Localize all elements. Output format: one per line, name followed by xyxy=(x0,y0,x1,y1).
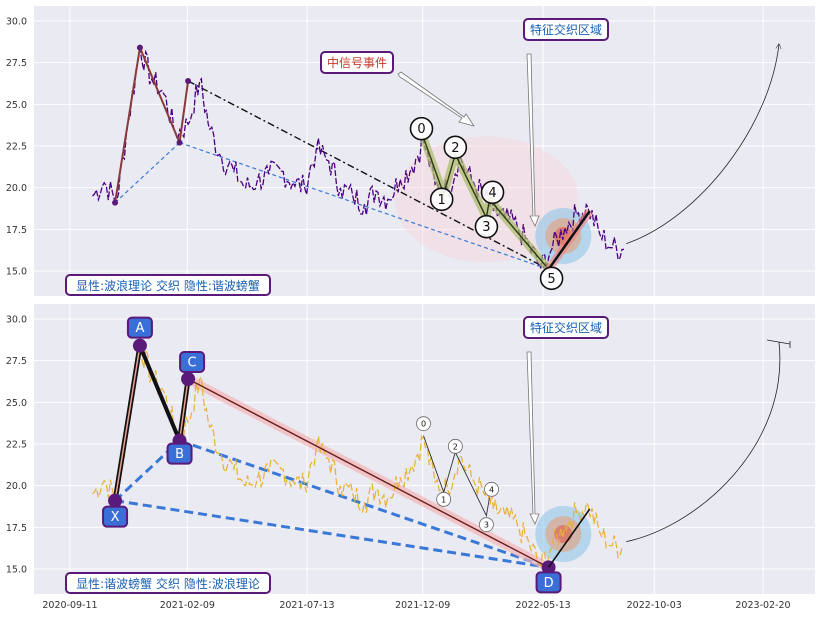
pattern-leg-cd xyxy=(187,378,549,568)
wave-label-circle xyxy=(479,517,494,533)
y-tick-label: 30.0 xyxy=(6,17,27,28)
wave-label-circle xyxy=(480,180,505,205)
pattern-label-box xyxy=(535,571,562,594)
pattern-label: B xyxy=(175,447,184,462)
x-tick-label: 2022-10-03 xyxy=(627,600,682,611)
forecast-leg xyxy=(547,210,591,271)
wave-label-circle xyxy=(539,266,564,291)
zone-arrow xyxy=(526,351,540,525)
wave-label: 0 xyxy=(421,420,426,429)
y-tick-label: 17.5 xyxy=(6,225,27,236)
zone-label: 特征交织区域 xyxy=(530,22,602,37)
projection-bracket xyxy=(766,339,791,348)
pattern-leg xyxy=(114,47,141,203)
y-tick-label: 30.0 xyxy=(6,315,27,326)
corner-label: 显性:波浪理论 交织 隐性:谐波螃蟹 xyxy=(76,278,260,293)
y-tick-label: 25.0 xyxy=(6,398,27,409)
wave-label: 3 xyxy=(484,521,489,530)
y-tick-label: 25.0 xyxy=(6,100,27,111)
y-tick-label: 22.5 xyxy=(6,440,27,451)
wave-label-circle xyxy=(484,481,499,497)
corner-label-box xyxy=(65,274,271,296)
pattern-leg-core xyxy=(114,345,141,501)
pattern-label: D xyxy=(544,576,554,591)
pattern-bd-line xyxy=(179,142,549,270)
wave-label-circle xyxy=(429,187,454,212)
forecast-leg xyxy=(547,508,591,568)
wave-label: 4 xyxy=(489,485,494,494)
wave-label-circle xyxy=(474,214,499,239)
pattern-point xyxy=(108,493,123,508)
pattern-leg-core xyxy=(178,378,189,441)
price-line xyxy=(92,345,624,568)
pattern-label: X xyxy=(111,510,120,525)
wave-label: 1 xyxy=(441,495,446,504)
y-tick-label: 27.5 xyxy=(6,356,27,367)
zone-arrow xyxy=(526,53,540,227)
pattern-leg xyxy=(138,47,181,144)
pattern-label: A xyxy=(135,321,144,336)
x-tick-label: 2021-12-09 xyxy=(395,600,450,611)
projection-arrow xyxy=(626,44,779,245)
signal-label: 中信号事件 xyxy=(327,55,387,70)
pattern-xd-line xyxy=(114,499,549,569)
pattern-point xyxy=(136,44,143,51)
signal-label-box xyxy=(320,51,394,74)
zone-label-box xyxy=(523,18,609,41)
y-tick-label: 17.5 xyxy=(6,523,27,534)
x-tick-label: 2020-09-11 xyxy=(42,600,97,611)
y-tick-label: 22.5 xyxy=(6,142,27,153)
y-tick-label: 15.0 xyxy=(6,565,27,576)
wave-label: 5 xyxy=(547,272,555,287)
x-tick-label: 2021-02-09 xyxy=(160,600,215,611)
pattern-bd-line xyxy=(179,439,550,569)
zone-label-box xyxy=(523,316,609,339)
wave-label-circle xyxy=(436,491,452,507)
pattern-point xyxy=(176,139,183,146)
pattern-label-box xyxy=(102,505,129,528)
y-tick-label: 27.5 xyxy=(6,58,27,69)
pattern-label-box xyxy=(166,442,193,465)
y-tick-label: 20.0 xyxy=(6,481,27,492)
wave-label: 1 xyxy=(438,193,446,208)
wave-label: 0 xyxy=(417,122,425,137)
corner-label-box xyxy=(65,572,271,594)
x-tick-label: 2021-07-13 xyxy=(279,600,334,611)
y-tick-label: 20.0 xyxy=(6,183,27,194)
wave-label: 2 xyxy=(451,141,459,156)
x-tick-label: 2023-02-20 xyxy=(735,600,790,611)
zone-label: 特征交织区域 xyxy=(530,320,602,335)
pattern-point xyxy=(181,372,196,386)
projection-arrow xyxy=(626,341,781,543)
x-tick-label: 2022-05-13 xyxy=(516,600,571,611)
pattern-point xyxy=(132,338,147,353)
wave-label: 2 xyxy=(453,442,458,451)
pattern-label-box xyxy=(126,316,153,339)
pattern-point xyxy=(112,199,119,206)
wave-label-circle xyxy=(416,416,431,432)
y-tick-label: 15.0 xyxy=(6,267,27,278)
wave-label-circle xyxy=(409,116,434,141)
pattern-leg-bold xyxy=(138,344,182,442)
corner-label: 显性:谐波螃蟹 交织 隐性:波浪理论 xyxy=(76,576,260,591)
pattern-label: C xyxy=(188,356,197,371)
pattern-label-box xyxy=(179,351,206,373)
wave-label-circle xyxy=(443,135,468,160)
plot-area xyxy=(34,304,815,594)
wave-label: 4 xyxy=(488,186,496,201)
pattern-leg xyxy=(178,80,190,143)
signal-arrow xyxy=(397,71,475,127)
wave-line xyxy=(422,137,550,270)
top-panel: 30.0 27.5 25.0 22.5 20.0 17.5 15.0 特征交织区域显性:波浪理… xyxy=(6,6,815,296)
pattern-xb-line xyxy=(114,142,180,204)
wave-label-circle xyxy=(447,438,463,454)
wave-label: 3 xyxy=(482,220,490,235)
pattern-point xyxy=(185,78,192,84)
